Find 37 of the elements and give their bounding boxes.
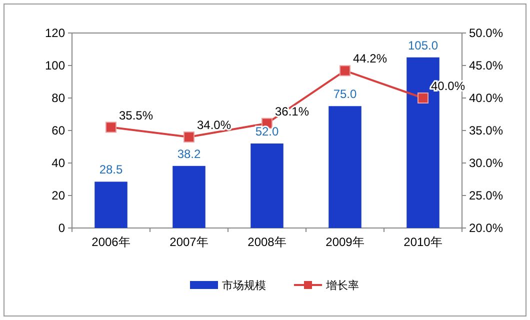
ytick: 100 bbox=[44, 58, 65, 72]
bar bbox=[250, 144, 284, 228]
y2tick: 25.0% bbox=[469, 188, 504, 202]
xtick: 2009年 bbox=[326, 235, 364, 249]
xtick: 2007年 bbox=[170, 235, 208, 249]
data-label: 28.5 bbox=[99, 162, 123, 177]
legend-label: 市场规模 bbox=[222, 280, 266, 292]
ytick: 120 bbox=[44, 26, 65, 40]
legend-label: 增长率 bbox=[326, 280, 359, 292]
point bbox=[418, 92, 428, 104]
ytick: 40 bbox=[52, 156, 65, 170]
ytick: 0 bbox=[58, 221, 65, 235]
point bbox=[184, 132, 194, 142]
data-label: 105.0 bbox=[408, 38, 438, 52]
xtick: 2008年 bbox=[248, 235, 286, 249]
y2tick: 50.0% bbox=[469, 26, 504, 40]
y2tick: 30.0% bbox=[469, 156, 504, 170]
bar bbox=[94, 182, 128, 228]
data-label: 44.2% bbox=[353, 52, 388, 66]
y2tick: 35.0% bbox=[469, 124, 504, 138]
bar bbox=[328, 106, 362, 228]
y2tick: 20.0% bbox=[469, 221, 504, 235]
data-label: 35.5% bbox=[119, 108, 154, 122]
bar bbox=[172, 166, 206, 228]
ytick: 60 bbox=[52, 124, 65, 138]
data-label: 52.0 bbox=[255, 124, 279, 138]
ytick: 20 bbox=[52, 188, 65, 202]
xtick: 2006年 bbox=[92, 235, 130, 249]
data-label: 75.0 bbox=[333, 87, 357, 102]
point bbox=[106, 122, 116, 133]
data-label: 34.0% bbox=[197, 118, 232, 132]
y2tick: 45.0% bbox=[469, 58, 504, 72]
xtick: 2010年 bbox=[404, 235, 442, 249]
data-label: 38.2 bbox=[177, 146, 201, 161]
ytick: 80 bbox=[52, 91, 65, 105]
y2tick: 40.0% bbox=[469, 91, 504, 105]
point bbox=[340, 65, 350, 76]
